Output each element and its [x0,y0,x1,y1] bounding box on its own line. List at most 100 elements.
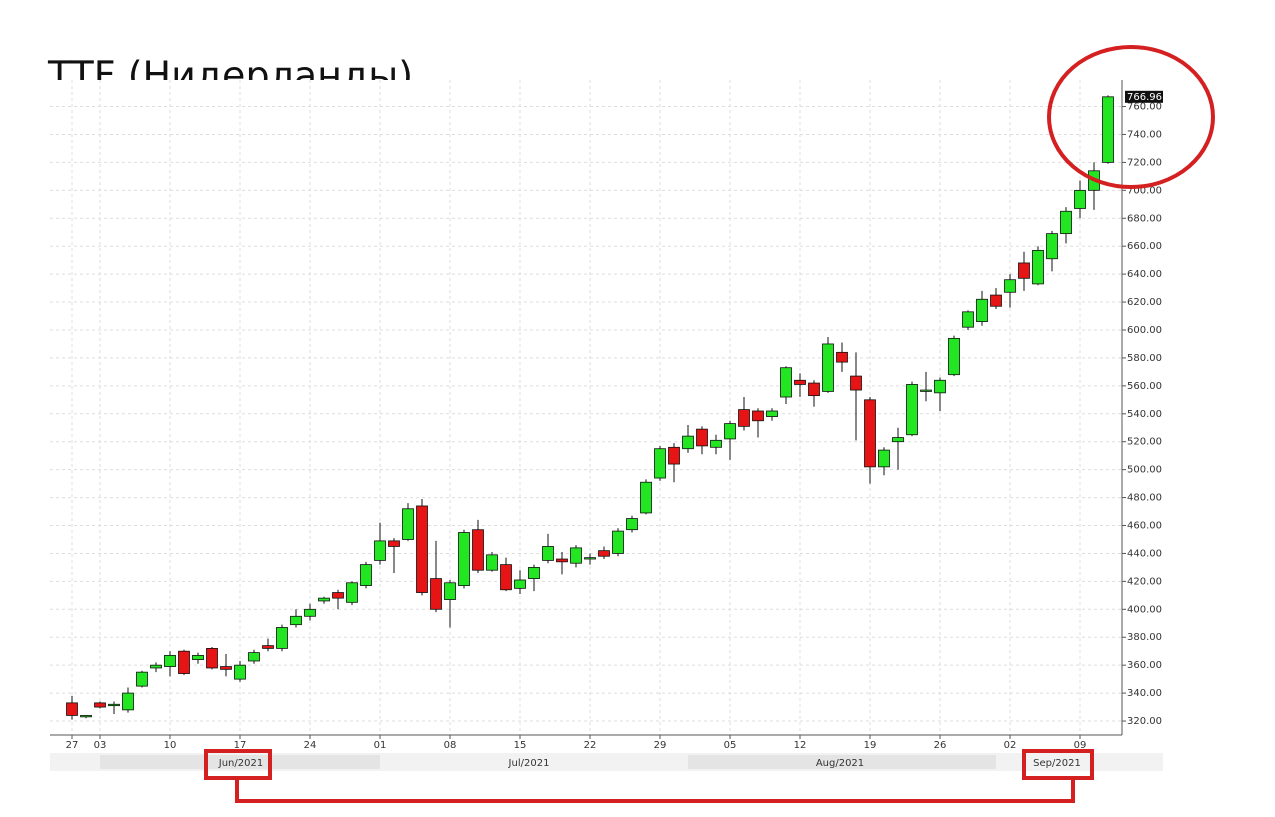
candle-body [458,532,470,586]
candle-body [934,379,946,394]
candle-body [1060,210,1072,235]
candle-body [262,645,274,649]
y-tick-label: 380.00 [1127,632,1162,643]
x-tick-label: 02 [1004,740,1017,751]
candle-body [612,530,624,554]
candle-body [164,654,176,667]
x-tick-label: 22 [584,740,597,751]
x-tick-label: 29 [654,740,667,751]
candle-body [570,547,582,564]
candle-body [584,557,596,560]
month-label: Sep/2021 [1033,758,1081,769]
candle-body [738,409,750,427]
candle-body [332,592,344,599]
candle-body [234,664,246,680]
candle-body [514,579,526,589]
candle-body [1046,233,1058,260]
candle-body [598,550,610,557]
month-shade [688,755,996,769]
candle-body [402,508,414,540]
candle-body [710,439,722,448]
x-tick-label: 01 [374,740,387,751]
candle-body [346,582,358,603]
candle-body [864,399,876,468]
candle-body [192,654,204,660]
y-tick-label: 440.00 [1127,548,1162,559]
y-tick-label: 640.00 [1127,269,1162,280]
y-tick-label: 580.00 [1127,353,1162,364]
plot-area [50,80,1122,735]
x-tick-label: 12 [794,740,807,751]
y-tick-label: 600.00 [1127,325,1162,336]
y-tick-label: 320.00 [1127,716,1162,727]
candle-body [878,449,890,468]
x-tick-label: 03 [94,740,107,751]
month-label: Jul/2021 [508,758,550,769]
highlight-box [1022,749,1094,780]
candle-body [640,481,652,514]
candle-body [962,311,974,328]
month-shade [100,755,380,769]
candle-body [542,546,554,561]
y-tick-label: 500.00 [1127,465,1162,476]
candle-body [1004,279,1016,293]
y-tick-label: 760.00 [1127,102,1162,113]
candle-body [66,702,78,716]
candle-body [808,382,820,397]
y-tick-label: 660.00 [1127,241,1162,252]
candle-body [178,650,190,674]
candle-body [682,435,694,450]
candle-body [416,505,428,593]
x-tick-label: 08 [444,740,457,751]
x-tick-label: 09 [1074,740,1087,751]
candle-body [248,652,260,662]
candle-body [220,666,232,670]
candle-body [80,715,92,718]
y-tick-label: 680.00 [1127,213,1162,224]
y-tick-label: 540.00 [1127,409,1162,420]
annotations [204,45,1215,803]
candle-body [94,702,106,708]
plot: 320.00 340.00 360.00 380.00 400.00 420.00 440.… [50,80,1163,769]
candle-body [276,627,288,649]
candle-body [374,540,386,561]
candle-body [780,367,792,398]
candle-body [1074,189,1086,209]
highlight-circle [1047,45,1215,189]
candle-body [290,615,302,626]
candle-body [668,446,680,465]
candle-body [556,558,568,563]
y-tick-label: 740.00 [1127,129,1162,140]
candle-body [920,389,932,392]
candle-body [150,664,162,669]
candle-body [850,375,862,391]
candle-body [906,384,918,436]
y-tick-label: 360.00 [1127,660,1162,671]
candle-body [990,294,1002,307]
candle-body [948,337,960,376]
y-tick-label: 420.00 [1127,576,1162,587]
candle-body [1032,249,1044,285]
candle-body [122,692,134,711]
y-tick-label: 460.00 [1127,521,1162,532]
candle-body [136,671,148,687]
candle-body [360,564,372,586]
y-tick-label: 520.00 [1127,437,1162,448]
candle-body [626,518,638,531]
candle-body [892,437,904,443]
candle-body [486,554,498,571]
candle-body [724,423,736,440]
candle-body [304,608,316,617]
candle-body [444,582,456,600]
x-tick-label: 27 [66,740,79,751]
candle-body [388,540,400,547]
y-tick-label: 700.00 [1127,185,1162,196]
x-tick-label: 19 [864,740,877,751]
y-tick-label: 400.00 [1127,604,1162,615]
candle-body [766,410,778,417]
candle-body [836,351,848,363]
candle-body [752,410,764,422]
candle-body [976,298,988,323]
candle-body [500,564,512,591]
